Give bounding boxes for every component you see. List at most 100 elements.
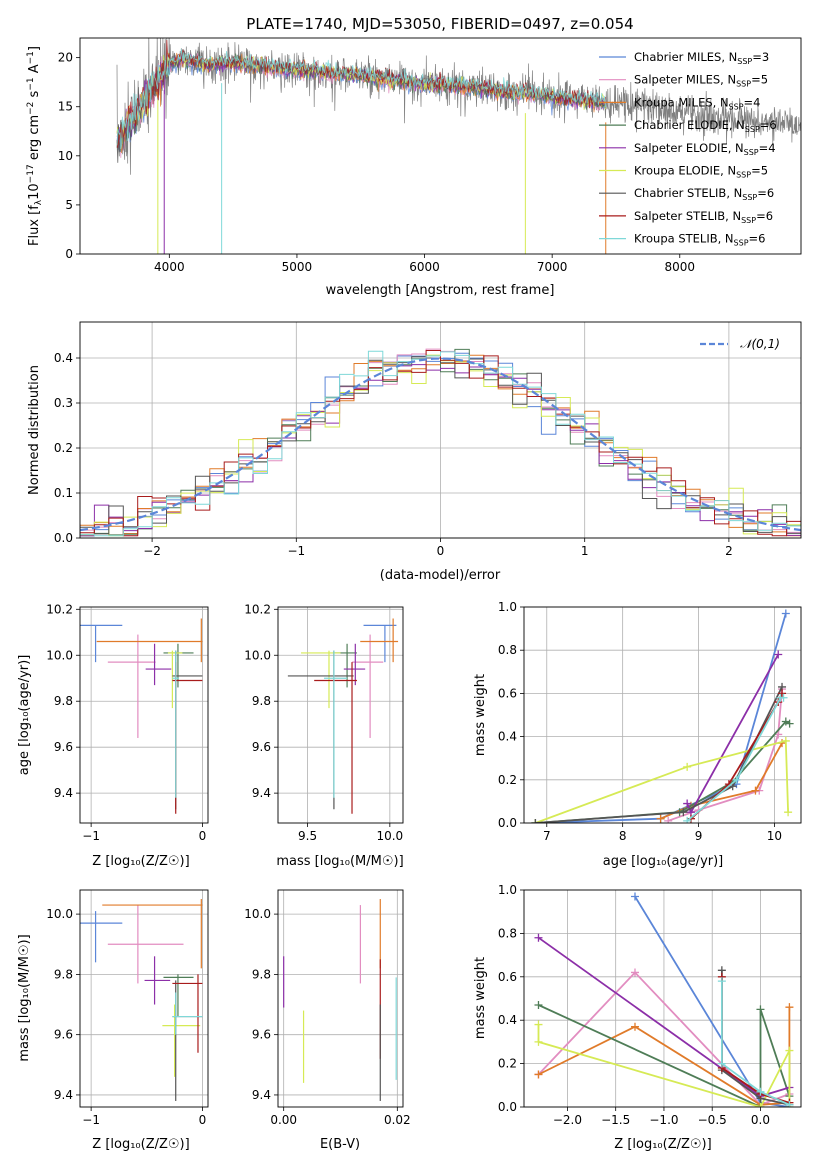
axes-frame — [79, 889, 209, 1108]
legend-entry: Salpeter STELIB, NSSP=6 — [634, 209, 773, 225]
x-tick-label: 10 — [767, 829, 782, 843]
weight-line — [537, 971, 790, 1106]
weight-marker — [679, 808, 688, 817]
legend-entry: 𝒩(0,1) — [740, 337, 780, 351]
model-spectrum — [116, 48, 606, 150]
weight-marker — [756, 1103, 765, 1107]
spectrum-title: PLATE=1740, MJD=53050, FIBERID=0497, z=0… — [246, 15, 633, 33]
weight-marker — [664, 816, 673, 823]
legend-entry: Chabrier ELODIE, NSSP=6 — [634, 118, 777, 134]
legend-entry: Chabrier MILES, NSSP=3 — [634, 50, 769, 66]
y-tick-label: 0.2 — [54, 441, 73, 455]
weight-marker — [785, 1003, 794, 1012]
error-bars — [283, 899, 397, 1101]
error-bars — [287, 618, 399, 814]
weight-marker — [785, 1100, 794, 1107]
y-tick-label: 9.6 — [252, 740, 271, 754]
weight-Z-xlabel: Z [log₁₀(Z/Z☉)] — [614, 1137, 711, 1152]
weight-marker — [781, 609, 790, 618]
x-tick-label: 6000 — [409, 260, 440, 274]
weight-marker — [656, 814, 665, 823]
y-tick-label: 10.0 — [244, 648, 271, 662]
weight-marker — [779, 693, 788, 702]
y-tick-label: 9.6 — [252, 1028, 271, 1042]
ylabel-part: erg cm — [27, 115, 42, 164]
axes-frame — [79, 606, 209, 824]
y-tick-label: 0.6 — [498, 970, 517, 984]
age-Z-ylabel: age [log₁₀(age/yr)] — [17, 655, 32, 776]
legend-entry: Chabrier STELIB, NSSP=6 — [634, 186, 774, 202]
spectrum-xlabel: wavelength [Angstrom, rest frame] — [326, 283, 555, 298]
residuals-ylabel: Normed distribution — [27, 365, 42, 495]
x-tick-label: 10.0 — [376, 829, 403, 843]
x-tick-label: −2 — [143, 544, 161, 558]
y-tick-label: 9.8 — [54, 694, 73, 708]
y-tick-label: 0.0 — [54, 531, 73, 545]
x-tick-label: 9.5 — [298, 829, 317, 843]
y-tick-label: 0.4 — [498, 1013, 517, 1027]
y-tick-label: 20 — [58, 51, 73, 65]
age-Z-xlabel: Z [log₁₀(Z/Z☉)] — [92, 854, 189, 869]
weight-marker — [717, 1059, 726, 1068]
y-tick-label: 0.1 — [54, 486, 73, 500]
x-tick-label: 9 — [695, 829, 703, 843]
x-tick-label: 0 — [199, 829, 207, 843]
legend-entry: Salpeter ELODIE, NSSP=4 — [634, 141, 776, 157]
normal-curve — [80, 357, 801, 532]
age-vs-mass-panel: mass [log₁₀(M/M☉)] 9.5 10.0 9.4 9.6 9.8 10.0 1… — [244, 602, 403, 869]
y-tick-label: 9.6 — [54, 1028, 73, 1042]
y-tick-label: 0.2 — [498, 1057, 517, 1071]
y-tick-label: 9.8 — [54, 967, 73, 981]
weight-marker — [683, 799, 692, 808]
residuals-xlabel: (data-model)/error — [380, 568, 501, 583]
weight-series — [534, 892, 794, 1107]
y-tick-label: 10.0 — [46, 907, 73, 921]
y-tick-label: 9.4 — [54, 786, 73, 800]
y-tick-label: 0.2 — [498, 773, 517, 787]
y-tick-label: 1.0 — [498, 883, 517, 897]
y-tick-label: 0.4 — [54, 351, 73, 365]
x-tick-label: 0.0 — [751, 1113, 770, 1127]
ylabel-sup: −1 — [26, 77, 36, 90]
mass-Z-xlabel: Z [log₁₀(Z/Z☉)] — [92, 1137, 189, 1152]
weight-vs-Z-panel: mass weight Z [log₁₀(Z/Z☉)] −2.0 −1.5 −1.0… — [473, 883, 802, 1152]
histograms — [80, 348, 801, 537]
x-tick-label: 8000 — [664, 260, 695, 274]
weight-marker — [732, 775, 741, 784]
x-tick-label: 0 — [199, 1113, 207, 1127]
weight-marker — [785, 719, 794, 728]
x-tick-label: −1 — [82, 1113, 100, 1127]
x-tick-label: 7000 — [537, 260, 568, 274]
axes-frame — [79, 37, 802, 255]
weight-marker — [531, 819, 540, 823]
ylabel-sup: −17 — [26, 164, 36, 183]
y-tick-label: 0.8 — [498, 926, 517, 940]
weight-marker — [756, 1087, 765, 1096]
residuals-panel: (data-model)/error Normed distribution −… — [27, 321, 802, 583]
residual-histogram — [80, 350, 801, 537]
spectrum-ylabel: Flux [fλ10−17 erg cm−2 s−1 A−1] — [26, 46, 44, 246]
error-bars — [80, 899, 203, 1101]
y-tick-label: 9.4 — [252, 786, 271, 800]
mass-vs-EBV-panel: E(B-V) 0.00 0.02 9.4 9.6 9.8 10.0 — [244, 889, 411, 1152]
spectrum-panel: PLATE=1740, MJD=53050, FIBERID=0497, z=0… — [26, 15, 802, 298]
age-vs-Z-panel: age [log₁₀(age/yr)] Z [log₁₀(Z/Z☉)] −1 0 9… — [17, 602, 209, 869]
axes-frame — [277, 606, 404, 824]
axes-frame — [523, 889, 802, 1108]
x-tick-label: 7 — [543, 829, 551, 843]
legend-entry: Kroupa STELIB, NSSP=6 — [634, 232, 765, 248]
weight-marker — [534, 1037, 543, 1046]
weight-marker — [630, 892, 639, 901]
y-tick-label: 9.8 — [252, 967, 271, 981]
x-tick-label: 1 — [581, 544, 589, 558]
y-tick-label: 15 — [58, 100, 73, 114]
weight-marker — [683, 816, 692, 823]
x-tick-label: 4000 — [154, 260, 185, 274]
x-tick-label: 5000 — [282, 260, 313, 274]
legend-entry: Kroupa ELODIE, NSSP=5 — [634, 164, 768, 180]
weight-marker — [781, 736, 790, 745]
axes-frame — [523, 606, 802, 824]
weight-marker — [784, 808, 793, 817]
mass-vs-Z-panel: mass [log₁₀(M/M☉)] Z [log₁₀(Z/Z☉)] −1 0 9.… — [17, 889, 209, 1152]
y-tick-label: 10.2 — [46, 602, 73, 616]
